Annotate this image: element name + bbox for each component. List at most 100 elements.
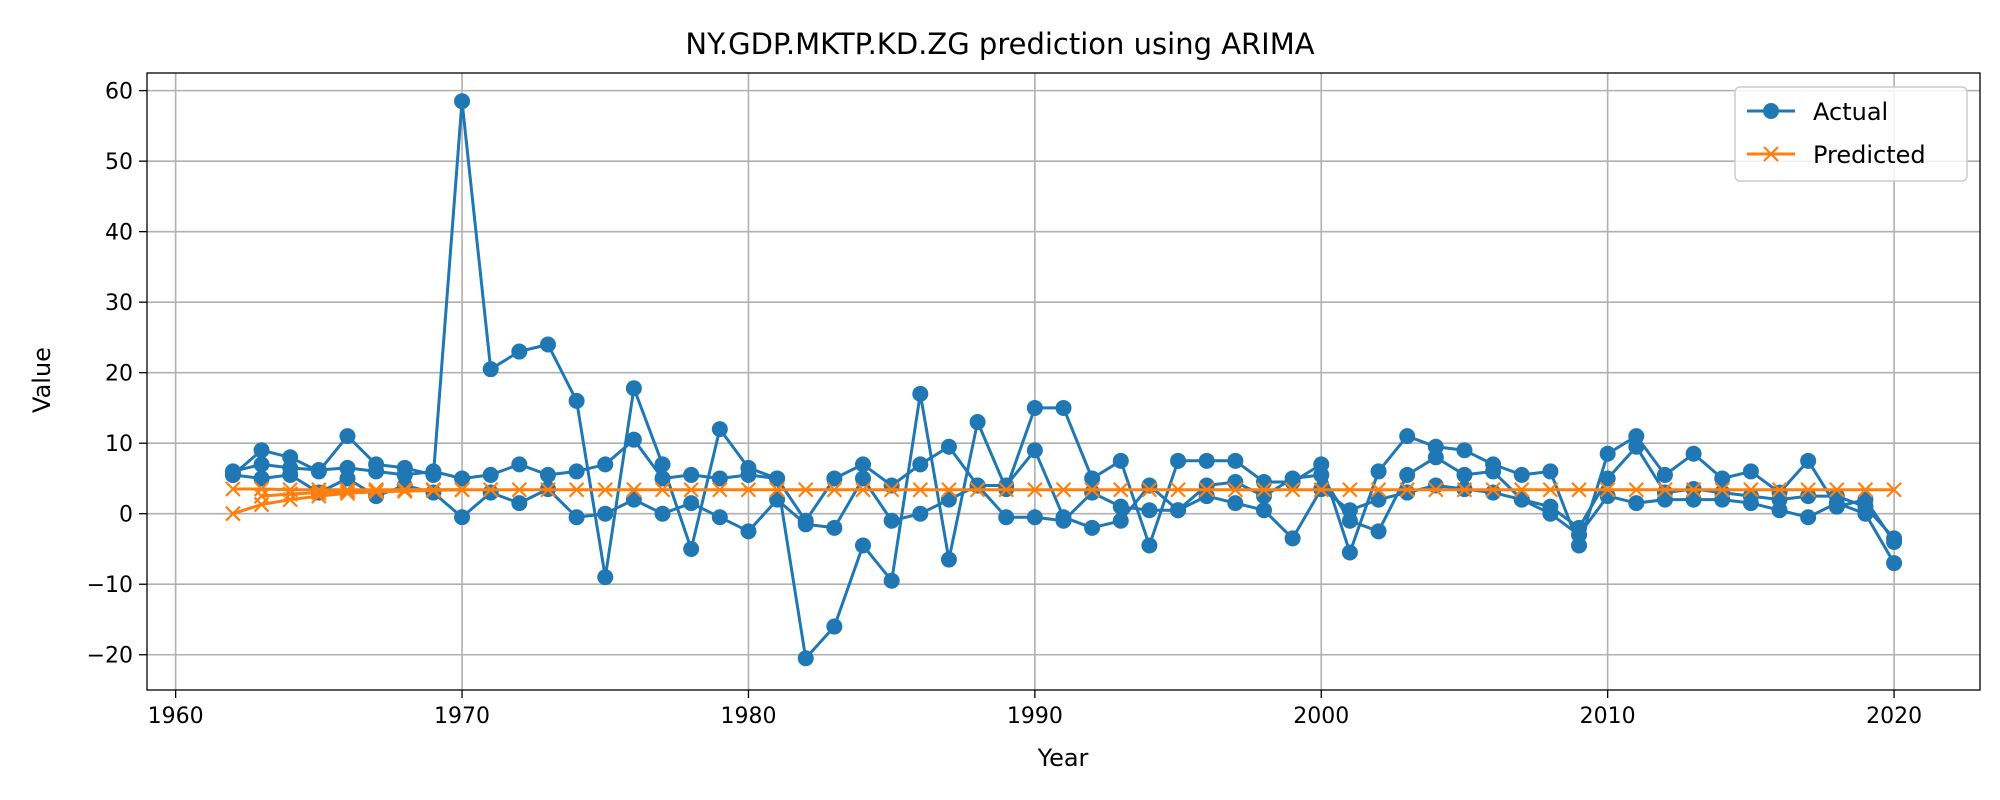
data-point-predicted: [368, 482, 384, 499]
data-point-actual: [1628, 438, 1645, 455]
data-point-actual: [826, 470, 843, 487]
data-point-predicted: [1256, 481, 1272, 498]
legend-label-actual: Actual: [1813, 98, 1888, 126]
data-point-actual: [1255, 473, 1272, 490]
data-point-predicted: [712, 481, 728, 498]
data-point-actual: [1170, 502, 1187, 519]
data-point-predicted: [1284, 481, 1301, 498]
data-point-actual: [625, 431, 642, 448]
y-tick-label: −10: [87, 573, 133, 598]
data-point-predicted: [253, 481, 270, 497]
data-point-actual: [1055, 512, 1072, 529]
y-tick-label: 50: [105, 150, 133, 175]
data-point-predicted: [1657, 481, 1673, 498]
y-tick-label: 40: [105, 221, 133, 246]
data-point-actual: [1084, 484, 1101, 501]
data-point-actual: [1084, 470, 1101, 487]
data-point-actual: [855, 537, 872, 554]
data-point-actual: [1456, 442, 1473, 459]
x-tick-label: 2010: [1580, 704, 1636, 729]
data-point-actual: [912, 385, 929, 402]
data-point-actual: [1399, 484, 1416, 501]
data-point-predicted: [1313, 481, 1330, 498]
data-point-actual: [683, 540, 700, 557]
data-point-actual: [1055, 399, 1072, 416]
data-point-predicted: [998, 481, 1014, 498]
data-point-predicted: [1370, 481, 1387, 498]
data-point-actual: [654, 505, 671, 522]
data-point-actual: [1485, 463, 1502, 480]
data-point-actual: [1685, 491, 1702, 508]
data-point-predicted: [311, 484, 327, 501]
data-point-actual: [1284, 530, 1301, 547]
data-point-actual: [1399, 428, 1416, 445]
data-point-predicted: [1198, 481, 1215, 498]
data-point-actual: [1084, 519, 1101, 536]
data-point-predicted: [1743, 481, 1759, 498]
data-point-predicted: [797, 481, 814, 498]
data-point-actual: [1227, 495, 1244, 512]
data-point-actual: [539, 336, 556, 353]
data-point-actual: [1227, 452, 1244, 469]
data-point-actual: [1656, 466, 1673, 483]
data-point-actual: [855, 456, 872, 473]
data-point-actual: [482, 361, 499, 378]
series-predicted: [225, 481, 1902, 522]
legend-label-predicted: Predicted: [1813, 141, 1926, 169]
data-point-actual: [1026, 509, 1043, 526]
data-point-actual: [826, 618, 843, 635]
data-point-predicted: [1399, 481, 1415, 498]
data-point-actual: [1284, 470, 1301, 487]
data-point-actual: [711, 421, 728, 438]
data-point-actual: [940, 491, 957, 508]
data-point-actual: [310, 461, 327, 478]
data-point-predicted: [1227, 481, 1244, 498]
data-point-actual: [1599, 488, 1616, 505]
data-point-predicted: [454, 481, 470, 498]
data-point-actual: [1800, 452, 1817, 469]
data-point-actual: [339, 428, 356, 445]
data-point-actual: [625, 380, 642, 397]
series-layer: [224, 93, 1903, 667]
data-point-actual: [511, 343, 528, 360]
data-point-actual: [654, 456, 671, 473]
data-point-actual: [883, 512, 900, 529]
data-point-actual: [1800, 488, 1817, 505]
x-axis-title: Year: [1037, 744, 1089, 772]
data-point-predicted: [654, 481, 671, 498]
data-point-actual: [1198, 488, 1215, 505]
plot-frame: [146, 72, 1981, 691]
data-point-actual: [253, 442, 270, 459]
data-point-actual: [998, 509, 1015, 526]
data-point-actual: [1399, 466, 1416, 483]
data-point-actual: [1370, 523, 1387, 540]
data-point-predicted: [1886, 481, 1902, 498]
data-point-predicted: [225, 505, 241, 522]
data-point-actual: [940, 551, 957, 568]
legend: Actual Predicted: [1734, 86, 1968, 182]
data-point-predicted: [969, 481, 986, 498]
data-point-actual: [912, 456, 929, 473]
data-point-actual: [368, 463, 385, 480]
y-tick-label: −20: [87, 644, 133, 669]
data-point-predicted: [1829, 481, 1845, 498]
data-point-actual: [425, 484, 442, 501]
data-point-actual: [940, 438, 957, 455]
data-point-actual: [1857, 505, 1874, 522]
data-point-actual: [797, 516, 814, 533]
data-point-actual: [1742, 495, 1759, 512]
data-point-actual: [1313, 466, 1330, 483]
data-point-actual: [1714, 491, 1731, 508]
data-point-actual: [855, 470, 872, 487]
data-point-actual: [1571, 526, 1588, 543]
data-point-predicted: [597, 481, 614, 498]
data-point-actual: [597, 505, 614, 522]
data-point-actual: [511, 495, 528, 512]
data-point-predicted: [511, 481, 528, 498]
data-point-actual: [769, 470, 786, 487]
data-point-actual: [1112, 512, 1129, 529]
data-point-predicted: [1771, 481, 1788, 498]
data-point-actual: [482, 466, 499, 483]
